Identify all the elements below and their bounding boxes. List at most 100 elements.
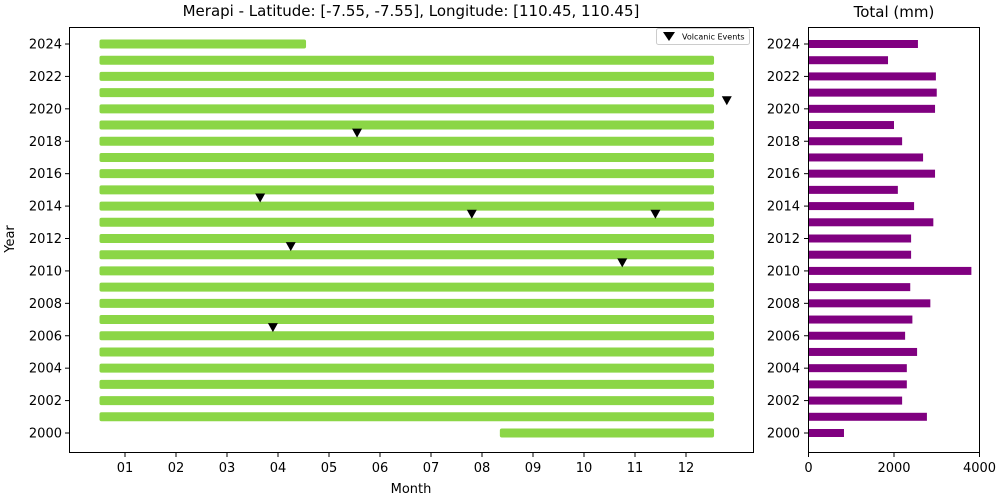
y-axis-ticks: 2000 2002 2004 2006 2008 2010 2012 2014 2016 2018… <box>767 38 809 442</box>
total-bar-2003 <box>808 380 907 389</box>
y-tick-label: 2006 <box>29 329 62 344</box>
coverage-bar-2021 <box>99 88 715 98</box>
total-bar-2000 <box>808 429 844 437</box>
coverage-bar-2009 <box>99 282 715 292</box>
triangle-down-icon <box>663 32 675 41</box>
coverage-bar-2002 <box>99 396 715 406</box>
y-tick-label: 2012 <box>767 232 800 247</box>
annual-total-bar-chart: Total (mm) 20002002200420062008201020122… <box>767 3 996 476</box>
coverage-bar-2013 <box>99 217 715 227</box>
x-tick-label: 4000 <box>963 461 996 476</box>
y-tick-label: 2024 <box>767 38 800 53</box>
total-bar-2015 <box>808 185 898 194</box>
y-tick-label: 2006 <box>767 329 800 344</box>
coverage-bar-2014 <box>99 201 715 211</box>
total-bar-2002 <box>808 396 903 405</box>
y-tick-label: 2022 <box>767 70 800 85</box>
chart-title: Total (mm) <box>853 3 935 21</box>
x-tick-label: 01 <box>117 461 134 476</box>
y-tick-label: 2000 <box>767 427 800 442</box>
total-bars <box>808 40 972 437</box>
y-tick-label: 2012 <box>29 232 62 247</box>
total-bar-2010 <box>808 266 972 275</box>
x-tick-label: 09 <box>525 461 542 476</box>
y-tick-label: 2000 <box>29 427 62 442</box>
coverage-bar-2001 <box>99 412 715 422</box>
x-tick-label: 08 <box>474 461 491 476</box>
x-tick-label: 05 <box>321 461 338 476</box>
y-tick-label: 2024 <box>29 38 62 53</box>
y-tick-label: 2020 <box>29 102 62 117</box>
x-tick-label: 11 <box>627 461 644 476</box>
y-tick-label: 2018 <box>767 135 800 150</box>
coverage-bar-2016 <box>99 169 715 179</box>
total-bar-2024 <box>808 40 918 48</box>
coverage-bar-2007 <box>99 315 715 325</box>
coverage-bar-2005 <box>99 347 715 357</box>
coverage-bar-2019 <box>99 120 715 130</box>
volcanic-event-marker <box>352 128 363 138</box>
coverage-bar-2008 <box>99 298 715 308</box>
coverage-bar-2015 <box>99 185 715 195</box>
coverage-bar-2023 <box>99 55 715 65</box>
volcanic-event-marker <box>617 258 628 268</box>
x-tick-label: 07 <box>423 461 440 476</box>
y-axis-label: Year <box>3 225 18 254</box>
y-tick-label: 2016 <box>29 167 62 182</box>
x-axis-ticks: 0 2000 4000 <box>804 452 996 476</box>
y-tick-label: 2020 <box>767 102 800 117</box>
total-bar-2001 <box>808 412 927 421</box>
total-bar-2011 <box>808 250 912 259</box>
x-tick-label: 2000 <box>877 461 910 476</box>
y-tick-label: 2018 <box>29 135 62 150</box>
chart-title: Merapi - Latitude: [-7.55, -7.55], Longi… <box>183 2 640 20</box>
y-tick-label: 2004 <box>29 362 62 377</box>
coverage-bar-2020 <box>99 104 715 114</box>
y-tick-label: 2016 <box>767 167 800 182</box>
total-bar-2020 <box>808 104 936 113</box>
volcanic-event-marker <box>267 323 278 333</box>
x-tick-label: 03 <box>219 461 236 476</box>
total-bar-2004 <box>808 364 907 373</box>
coverage-bar-2022 <box>99 71 715 81</box>
legend-box <box>656 28 750 45</box>
y-tick-label: 2022 <box>29 70 62 85</box>
coverage-bar-2017 <box>99 152 715 162</box>
plot-frame <box>69 27 754 453</box>
y-tick-label: 2014 <box>29 200 62 215</box>
total-bar-2006 <box>808 331 906 340</box>
total-bar-2018 <box>808 137 903 146</box>
total-bar-2019 <box>808 121 894 130</box>
volcanic-event-marker <box>650 209 661 219</box>
coverage-bar-2010 <box>99 266 715 276</box>
coverage-bar-2011 <box>99 250 715 260</box>
y-tick-label: 2008 <box>767 297 800 312</box>
x-tick-label: 12 <box>678 461 695 476</box>
total-bar-2022 <box>808 72 936 81</box>
total-bar-2013 <box>808 218 934 227</box>
y-tick-label: 2002 <box>29 394 62 409</box>
y-tick-label: 2008 <box>29 297 62 312</box>
total-bar-2009 <box>808 283 911 292</box>
y-tick-label: 2002 <box>767 394 800 409</box>
coverage-bar-2018 <box>99 136 715 146</box>
x-axis-label: Month <box>391 482 432 497</box>
total-bar-2016 <box>808 169 936 178</box>
volcanic-event-marker <box>285 242 296 252</box>
total-bar-2007 <box>808 315 913 324</box>
y-tick-label: 2014 <box>767 200 800 215</box>
legend-label: Volcanic Events <box>682 33 745 42</box>
x-tick-label: 04 <box>270 461 287 476</box>
total-bar-2005 <box>808 347 918 356</box>
coverage-bar-2012 <box>99 234 715 243</box>
total-bar-2017 <box>808 153 924 162</box>
coverage-bar-2024 <box>99 39 307 49</box>
volcanic-event-marker <box>466 209 477 219</box>
y-axis-ticks: 2000 2002 2004 2006 2008 2010 2012 2014 2016 2018… <box>29 38 70 442</box>
coverage-bars <box>99 39 715 438</box>
x-tick-label: 0 <box>804 461 812 476</box>
y-tick-label: 2010 <box>29 264 62 279</box>
volcanic-event-marker <box>255 193 266 203</box>
y-tick-label: 2010 <box>767 264 800 279</box>
